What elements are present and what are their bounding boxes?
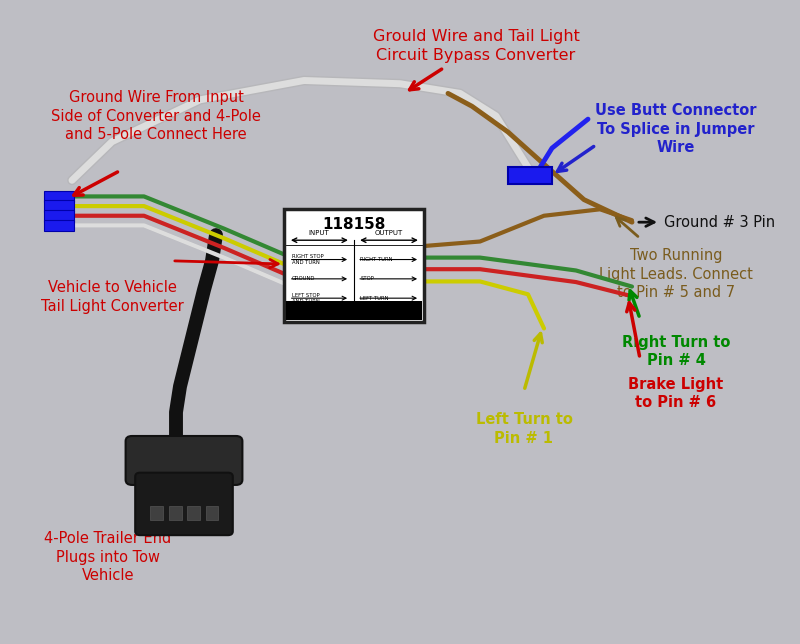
Text: OUTPUT: OUTPUT bbox=[375, 231, 403, 236]
Bar bbox=[284, 209, 424, 322]
Bar bbox=[187, 506, 200, 520]
Text: INPUT: INPUT bbox=[309, 231, 330, 236]
Bar bbox=[286, 301, 422, 320]
Text: RIGHT TURN: RIGHT TURN bbox=[361, 257, 393, 262]
Bar bbox=[150, 506, 163, 520]
Text: Ground Wire From Input
Side of Converter and 4-Pole
and 5-Pole Connect Here: Ground Wire From Input Side of Converter… bbox=[51, 90, 261, 142]
Text: Ground # 3 Pin: Ground # 3 Pin bbox=[664, 214, 775, 230]
Bar bbox=[44, 220, 74, 231]
Bar bbox=[206, 506, 218, 520]
Text: 4-Pole Trailer End
Plugs into Tow
Vehicle: 4-Pole Trailer End Plugs into Tow Vehicl… bbox=[44, 531, 172, 583]
Text: 118158: 118158 bbox=[322, 217, 386, 232]
Bar bbox=[169, 506, 182, 520]
Bar bbox=[44, 191, 74, 202]
Text: Use Butt Connector
To Splice in Jumper
Wire: Use Butt Connector To Splice in Jumper W… bbox=[595, 103, 757, 155]
Text: Grould Wire and Tail Light
Circuit Bypass Converter: Grould Wire and Tail Light Circuit Bypas… bbox=[373, 29, 579, 62]
Text: RIGHT STOP
AND TURN: RIGHT STOP AND TURN bbox=[292, 254, 324, 265]
Text: Left Turn to
Pin # 1: Left Turn to Pin # 1 bbox=[475, 412, 573, 446]
Text: Brake Light
to Pin # 6: Brake Light to Pin # 6 bbox=[628, 377, 724, 410]
FancyBboxPatch shape bbox=[135, 473, 233, 535]
Text: LEFT TURN: LEFT TURN bbox=[361, 296, 389, 301]
Bar bbox=[44, 200, 74, 212]
Text: Vehicle to Vehicle
Tail Light Converter: Vehicle to Vehicle Tail Light Converter bbox=[41, 280, 183, 314]
Text: GROUND: GROUND bbox=[292, 276, 315, 281]
Bar bbox=[44, 210, 74, 222]
Text: Right Turn to
Pin # 4: Right Turn to Pin # 4 bbox=[622, 335, 730, 368]
Text: LEFT STOP
AND TURN: LEFT STOP AND TURN bbox=[292, 293, 320, 303]
Bar bbox=[508, 167, 552, 184]
FancyBboxPatch shape bbox=[126, 436, 242, 485]
Text: Two Running
Light Leads. Connect
to Pin # 5 and 7: Two Running Light Leads. Connect to Pin … bbox=[599, 248, 753, 300]
Text: STOP: STOP bbox=[361, 276, 374, 281]
